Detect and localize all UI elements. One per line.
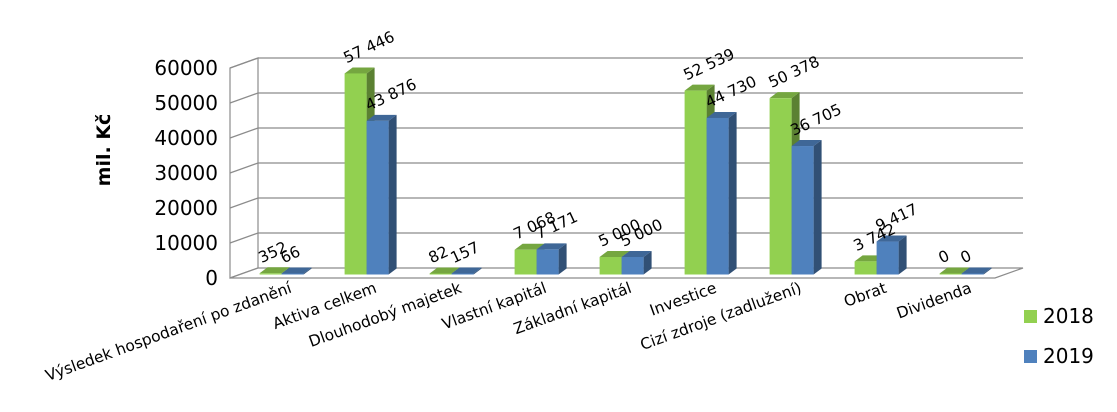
- bar-2019-2: [451, 267, 482, 275]
- gridline: [229, 162, 1023, 174]
- category-label: Cizí zdroje (zadlužení): [638, 279, 804, 354]
- bar-2019-3: [536, 243, 567, 275]
- y-tick-label: 20000: [154, 196, 218, 220]
- legend-label: 2019: [1043, 344, 1094, 368]
- chart-walls: [229, 57, 1024, 279]
- gridlines: [229, 57, 1023, 244]
- y-tick-label: 60000: [154, 56, 218, 80]
- y-tick-label: 50000: [154, 91, 218, 115]
- gridline: [229, 197, 1023, 209]
- gridline: [229, 92, 1023, 104]
- gridline: [229, 127, 1023, 139]
- y-tick-label: 0: [205, 266, 218, 290]
- category-label: Dividenda: [894, 279, 974, 323]
- y-axis-label: mil. Kč: [93, 114, 115, 187]
- y-tick-label: 40000: [154, 126, 218, 150]
- data-label: 82: [426, 242, 451, 267]
- data-label: 0: [958, 247, 975, 267]
- bar-2019-6: [791, 140, 822, 275]
- category-label: Výsledek hospodaření po zdanění: [43, 279, 295, 385]
- data-label: 57 446: [341, 28, 398, 67]
- gridline: [229, 57, 1023, 69]
- legend: 2018 2019: [1024, 304, 1094, 368]
- bar-2019-8: [961, 267, 992, 275]
- data-label: 52 539: [681, 45, 738, 84]
- bar-2019-7: [876, 235, 907, 275]
- data-label: 44 730: [703, 72, 760, 111]
- y-axis-ticks: 0 10000 20000 30000 40000 50000 60000: [154, 56, 218, 290]
- y-tick-label: 10000: [154, 231, 218, 255]
- bar-2019-0: [281, 267, 312, 275]
- legend-label: 2018: [1043, 304, 1094, 328]
- y-tick-label: 30000: [154, 161, 218, 185]
- bars: [259, 67, 992, 275]
- gridline: [229, 232, 1023, 244]
- data-label: 9 417: [873, 200, 921, 235]
- bar-2019-1: [366, 114, 397, 275]
- bar-2019-4: [621, 251, 652, 275]
- data-label: 157: [448, 238, 482, 267]
- legend-swatch: [1024, 350, 1037, 363]
- category-label: Dlouhodobý majetek: [306, 279, 464, 351]
- category-label: Obrat: [841, 279, 889, 311]
- legend-swatch: [1024, 310, 1037, 323]
- data-label: 0: [936, 247, 953, 267]
- bar-2019-5: [706, 111, 737, 275]
